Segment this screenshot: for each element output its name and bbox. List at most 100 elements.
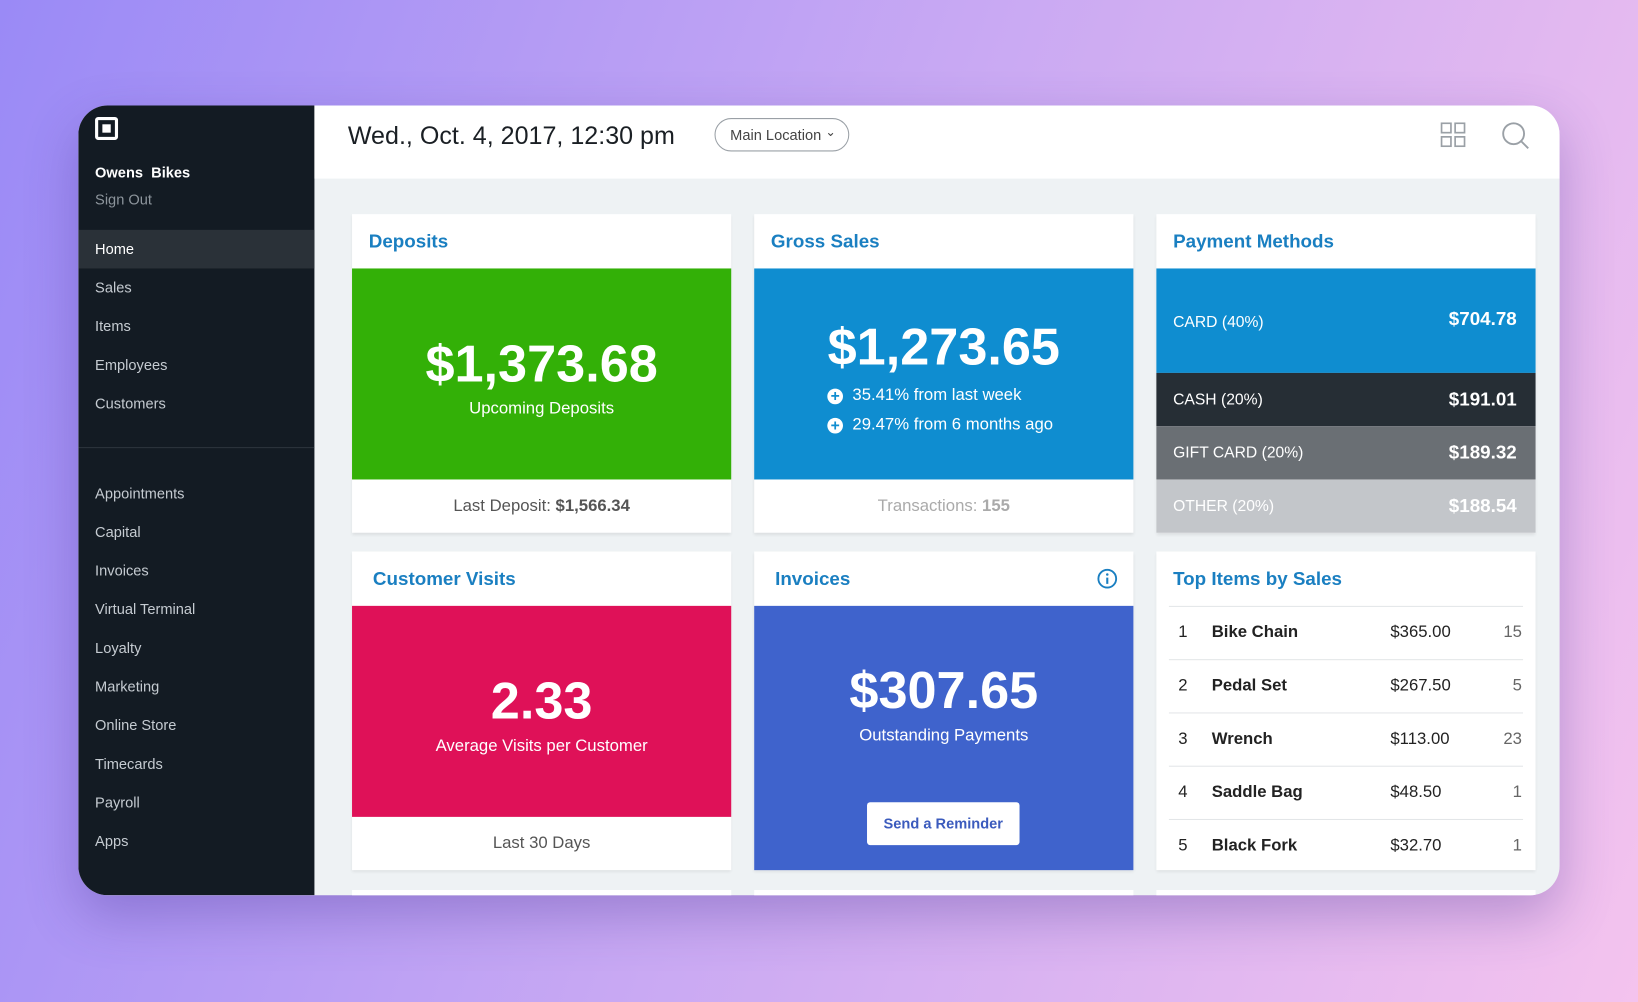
gross-sales-card: Gross Sales $1,273.65 +35.41% from last … <box>754 214 1134 533</box>
payment-methods-card: Payment Methods CARD (40%) $704.78 CASH (2… <box>1156 214 1536 533</box>
deposits-block: $1,373.68 Upcoming Deposits <box>352 268 732 480</box>
nav-item[interactable]: Timecards <box>95 755 163 772</box>
item-name: Wrench <box>1211 730 1273 748</box>
item-rank: 5 <box>1178 836 1188 855</box>
method-amount: $191.01 <box>1448 388 1517 410</box>
footer-value: $1,566.34 <box>555 497 630 515</box>
nav-item[interactable]: Online Store <box>95 716 177 734</box>
method-label: OTHER (20%) <box>1173 479 1274 532</box>
payment-row: CASH (20%) $191.01 <box>1156 372 1536 427</box>
visits-value: 2.33 <box>490 671 593 731</box>
gross-sales-value: $1,273.65 <box>827 317 1060 377</box>
invoices-block: $307.65 Outstanding Payments Send a Remi… <box>754 605 1134 871</box>
app-window: Owens Bikes Sign Out Home Sales Items Emplo… <box>78 105 1560 896</box>
invoices-value: $307.65 <box>849 661 1039 720</box>
nav-item[interactable]: Capital <box>95 523 141 541</box>
grid-icon[interactable] <box>1440 122 1466 148</box>
nav-item[interactable]: Home <box>78 229 315 269</box>
method-name: CARD <box>1173 313 1218 332</box>
card-title: Payment Methods <box>1173 230 1334 252</box>
item-qty: 1 <box>1512 836 1522 855</box>
item-qty: 1 <box>1512 783 1522 802</box>
card-peek <box>1156 889 1536 896</box>
change-text: 35.41% from last week <box>852 386 1022 405</box>
card-title: Invoices <box>775 568 851 590</box>
changes: +35.41% from last week +29.47% from 6 mon… <box>754 381 1133 439</box>
item-name: Bike Chain <box>1211 623 1299 642</box>
payment-row: CARD (40%) $704.78 <box>1156 268 1536 373</box>
change-row: +29.47% from 6 months ago <box>827 411 1133 440</box>
nav-item[interactable]: Marketing <box>95 677 160 695</box>
card-title: Top Items by Sales <box>1173 568 1343 590</box>
item-name: Pedal Set <box>1211 676 1287 695</box>
method-name: GIFT CARD <box>1173 443 1258 462</box>
card-peek <box>754 889 1134 896</box>
footer-label: Last Deposit: <box>453 497 551 515</box>
send-reminder-button[interactable]: Send a Reminder <box>867 802 1020 846</box>
item-rank: 2 <box>1178 676 1188 695</box>
item-name: Black Fork <box>1211 836 1298 855</box>
card-title: Customer Visits <box>372 568 516 590</box>
sidebar: Owens Bikes Sign Out Home Sales Items Emplo… <box>78 105 315 896</box>
gross-sales-block: $1,273.65 +35.41% from last week +29.47% … <box>754 268 1134 480</box>
logo[interactable] <box>95 116 119 140</box>
card-peek <box>352 889 732 896</box>
deposits-value: $1,373.68 <box>425 334 658 393</box>
card-title: Gross Sales <box>770 230 880 252</box>
top-items-rows: 1 Bike Chain $365.00 15 2 Pedal Set $267.50 5 3 W… <box>1156 605 1535 872</box>
deposits-card: Deposits $1,373.68 Upcoming Deposits Las… <box>352 214 732 533</box>
nav-item[interactable]: Appointments <box>95 484 185 502</box>
nav-item[interactable]: Items <box>95 317 131 335</box>
method-amount: $189.32 <box>1448 441 1517 463</box>
nav-item[interactable]: Invoices <box>95 561 149 579</box>
method-name: OTHER <box>1173 497 1228 515</box>
top-items-card: Top Items by Sales 1 Bike Chain $365.00 15 2… <box>1156 551 1536 872</box>
deposits-footer: Last Deposit: $1,566.34 <box>352 479 731 532</box>
nav-item[interactable]: Sales <box>95 278 132 296</box>
gross-sales-footer: Transactions: 155 <box>754 479 1133 532</box>
deposits-caption: Upcoming Deposits <box>469 400 615 418</box>
visits-caption: Average Visits per Customer <box>435 737 648 756</box>
card-title: Deposits <box>368 230 449 252</box>
method-share: (40%) <box>1221 313 1264 332</box>
payment-rows: CARD (40%) $704.78 CASH (20%) $191.01 GIFT C… <box>1156 268 1536 533</box>
plus-icon: + <box>827 388 843 404</box>
brand: Owens Bikes <box>95 164 191 181</box>
item-sales: $113.00 <box>1390 730 1450 748</box>
datetime: Wed., Oct. 4, 2017, 12:30 pm <box>347 122 675 151</box>
divider <box>78 447 315 449</box>
payment-row: OTHER (20%) $188.54 <box>1156 479 1536 533</box>
nav-secondary: Appointments Capital Invoices Virtual Termi… <box>78 474 314 861</box>
item-sales: $48.50 <box>1390 783 1442 802</box>
nav-item[interactable]: Virtual Terminal <box>95 600 196 618</box>
info-icon[interactable] <box>1097 568 1118 589</box>
method-share: (20%) <box>1220 390 1263 409</box>
customer-visits-block: 2.33 Average Visits per Customer <box>352 605 732 817</box>
payment-row: GIFT CARD (20%) $189.32 <box>1156 426 1536 480</box>
method-name: CASH <box>1173 390 1217 409</box>
nav-item[interactable]: Payroll <box>95 793 140 811</box>
item-rank: 3 <box>1178 730 1188 748</box>
location-select[interactable]: Main Location <box>714 116 850 152</box>
search-icon[interactable] <box>1501 121 1530 150</box>
item-row: 4 Saddle Bag $48.50 1 <box>1168 765 1524 819</box>
sign-out[interactable]: Sign Out <box>95 191 152 208</box>
footer-value: 155 <box>982 497 1010 515</box>
nav-item[interactable]: Employees <box>95 356 168 373</box>
invoices-caption: Outstanding Payments <box>859 727 1029 745</box>
item-qty: 15 <box>1503 623 1522 642</box>
change-text: 29.47% from 6 months ago <box>852 415 1054 434</box>
method-amount: $704.78 <box>1448 308 1517 330</box>
item-qty: 23 <box>1503 730 1522 748</box>
item-qty: 5 <box>1512 676 1522 695</box>
item-row: 2 Pedal Set $267.50 5 <box>1168 659 1524 712</box>
item-rank: 1 <box>1178 623 1188 642</box>
nav-item[interactable]: Customers <box>95 394 166 412</box>
item-row: 5 Black Fork $32.70 1 <box>1168 818 1524 872</box>
item-sales: $267.50 <box>1390 676 1451 695</box>
method-label: CASH (20%) <box>1173 373 1263 426</box>
nav-item[interactable]: Apps <box>95 832 129 850</box>
nav-item[interactable]: Loyalty <box>95 639 142 657</box>
